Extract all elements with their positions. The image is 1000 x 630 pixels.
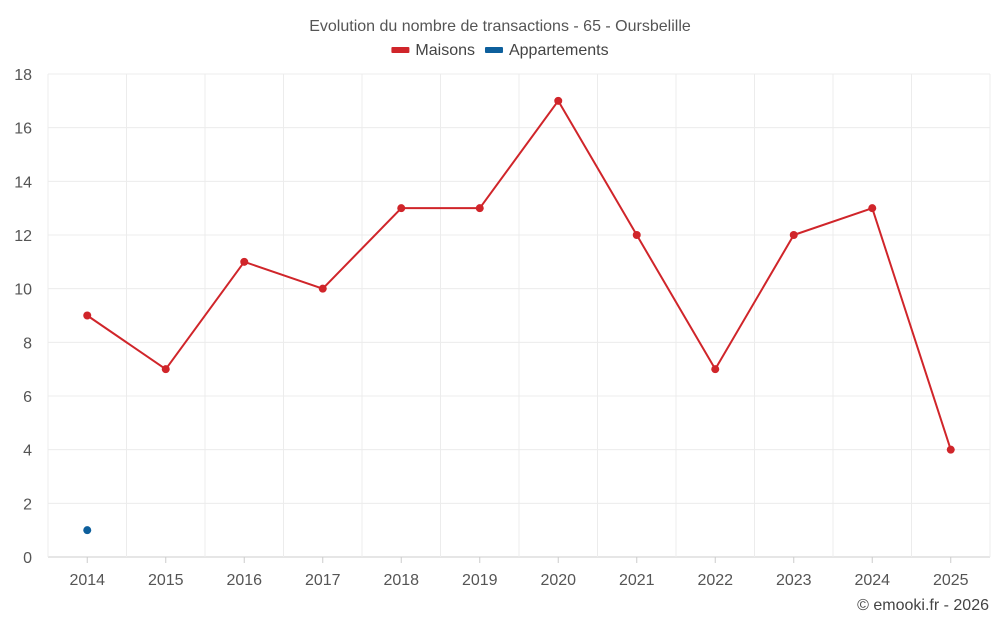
data-point-maisons-2015[interactable] (161, 365, 170, 374)
data-point-maisons-2023[interactable] (789, 231, 798, 239)
y-tick-label: 4 (23, 443, 32, 460)
y-tick-label: 18 (14, 67, 32, 84)
series-appartements (83, 526, 92, 535)
y-tick-label: 6 (23, 389, 32, 406)
legend-item-maisons[interactable]: Maisons (391, 42, 475, 59)
y-tick-label: 16 (14, 121, 32, 138)
series-layer (83, 96, 955, 535)
legend-label: Maisons (415, 42, 475, 59)
data-point-maisons-2019[interactable] (475, 204, 484, 213)
x-tick-label: 2022 (697, 572, 733, 589)
y-tick-label: 12 (14, 228, 32, 245)
x-axis: 2014 2015 2016 2017 2018 2019 2020 2021 2022 2023… (69, 557, 969, 589)
series-line-maisons (86, 99, 952, 450)
x-tick-label: 2019 (462, 572, 498, 589)
legend-swatch (484, 47, 503, 53)
legend: Maisons Appartements (391, 42, 609, 59)
legend-item-appartements[interactable]: Appartements (484, 42, 609, 59)
x-tick-label: 2015 (148, 572, 184, 589)
y-tick-label: 8 (23, 335, 32, 352)
x-tick-label: 2025 (933, 572, 969, 589)
data-point-maisons-2018[interactable] (397, 204, 406, 213)
x-tick-label: 2024 (854, 572, 890, 589)
x-tick-label: 2020 (540, 572, 576, 589)
chart-title: Evolution du nombre de transactions - 65… (309, 18, 691, 35)
data-point-maisons-2024[interactable] (868, 204, 877, 213)
data-point-appartements-2014[interactable] (83, 526, 92, 535)
y-tick-label: 0 (23, 550, 32, 567)
y-tick-label: 10 (14, 282, 32, 299)
x-tick-label: 2018 (383, 572, 419, 589)
data-point-maisons-2020[interactable] (554, 96, 563, 105)
y-tick-label: 2 (23, 496, 32, 513)
series-maisons (83, 96, 955, 454)
data-point-maisons-2021[interactable] (632, 231, 641, 239)
grid (47, 73, 991, 558)
y-axis: 0 2 4 6 8 10 12 14 16 18 (14, 67, 32, 567)
x-tick-label: 2021 (619, 572, 655, 589)
x-tick-label: 2023 (776, 572, 812, 589)
legend-swatch (391, 47, 410, 53)
legend-label: Appartements (509, 42, 609, 59)
x-tick-label: 2016 (226, 572, 262, 589)
data-point-maisons-2016[interactable] (240, 257, 249, 266)
data-point-maisons-2025[interactable] (946, 445, 955, 454)
data-point-maisons-2017[interactable] (318, 284, 327, 293)
credit-label: © emooki.fr - 2026 (857, 597, 989, 614)
data-point-maisons-2022[interactable] (711, 365, 720, 374)
x-tick-label: 2017 (305, 572, 341, 589)
data-point-maisons-2014[interactable] (83, 311, 92, 320)
y-tick-label: 14 (14, 174, 32, 191)
x-tick-label: 2014 (69, 572, 105, 589)
